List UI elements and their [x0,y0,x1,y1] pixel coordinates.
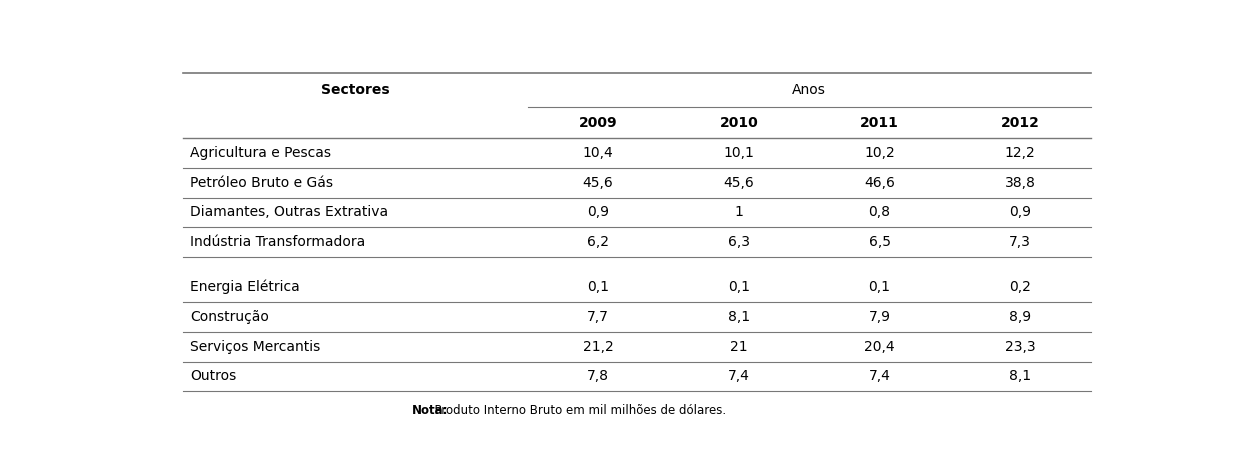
Text: 7,3: 7,3 [1010,235,1031,249]
Text: 10,4: 10,4 [583,146,614,160]
Text: 45,6: 45,6 [583,176,614,190]
Text: 46,6: 46,6 [864,176,895,190]
Text: 10,1: 10,1 [724,146,755,160]
Text: 0,9: 0,9 [587,205,609,219]
Text: 23,3: 23,3 [1005,340,1036,354]
Text: Serviços Mercantis: Serviços Mercantis [190,340,321,354]
Text: 1: 1 [735,205,743,219]
Text: 7,4: 7,4 [868,369,890,383]
Text: 7,9: 7,9 [868,310,890,324]
Text: 8,1: 8,1 [1009,369,1031,383]
Text: 0,8: 0,8 [868,205,890,219]
Text: 12,2: 12,2 [1005,146,1036,160]
Text: Nota:: Nota: [412,404,449,417]
Text: Sectores: Sectores [321,83,390,97]
Text: 8,9: 8,9 [1009,310,1031,324]
Text: 8,1: 8,1 [727,310,750,324]
Text: 2012: 2012 [1001,116,1039,130]
Text: 2009: 2009 [578,116,618,130]
Text: 38,8: 38,8 [1005,176,1036,190]
Text: Agricultura e Pescas: Agricultura e Pescas [190,146,330,160]
Text: 7,7: 7,7 [587,310,609,324]
Text: 2010: 2010 [719,116,758,130]
Text: 0,9: 0,9 [1010,205,1031,219]
Text: 6,3: 6,3 [727,235,750,249]
Text: 45,6: 45,6 [724,176,755,190]
Text: 2011: 2011 [861,116,899,130]
Text: 7,8: 7,8 [587,369,609,383]
Text: Anos: Anos [793,83,826,97]
Text: Petróleo Bruto e Gás: Petróleo Bruto e Gás [190,176,333,190]
Text: 7,4: 7,4 [727,369,750,383]
Text: 0,2: 0,2 [1010,280,1031,294]
Text: Produto Interno Bruto em mil milhões de dólares.: Produto Interno Bruto em mil milhões de … [412,404,726,417]
Text: Energia Elétrica: Energia Elétrica [190,280,300,294]
Text: 0,1: 0,1 [868,280,890,294]
Text: 21: 21 [730,340,747,354]
Text: 21,2: 21,2 [583,340,614,354]
Text: 6,5: 6,5 [868,235,890,249]
Text: 10,2: 10,2 [864,146,895,160]
Text: Diamantes, Outras Extrativa: Diamantes, Outras Extrativa [190,205,388,219]
Text: 6,2: 6,2 [587,235,609,249]
Text: Construção: Construção [190,310,269,324]
Text: Indústria Transformadora: Indústria Transformadora [190,235,365,249]
Text: 0,1: 0,1 [587,280,609,294]
Text: 20,4: 20,4 [864,340,895,354]
Text: 0,1: 0,1 [727,280,750,294]
Text: Outros: Outros [190,369,237,383]
